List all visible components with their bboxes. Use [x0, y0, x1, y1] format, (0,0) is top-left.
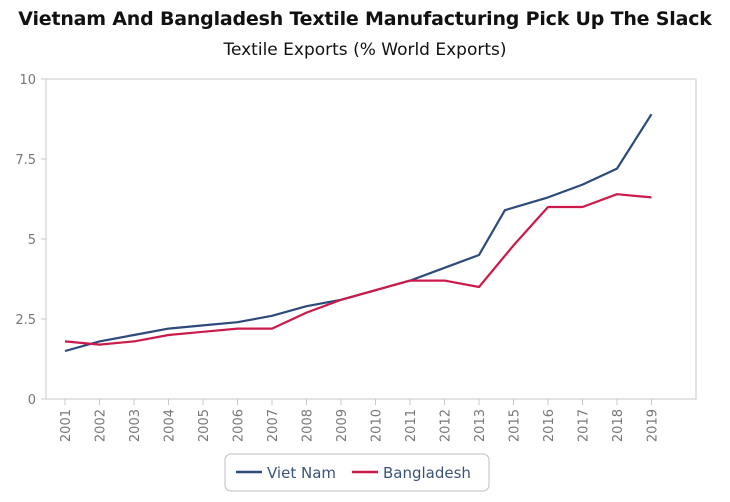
y-tick-label: 0 — [28, 393, 36, 408]
x-tick-label: 2018 — [611, 409, 626, 442]
x-axis: 2001 2002 2003 2004 2005 2006 2007 2008 2009 2010… — [59, 399, 661, 442]
series-layer — [64, 113, 653, 353]
y-axis: 0 2.5 5 7.5 10 — [15, 73, 46, 408]
x-tick-label: 2009 — [335, 409, 350, 442]
x-tick-label: 2015 — [508, 409, 523, 442]
y-tick-label: 5 — [28, 233, 36, 248]
x-tick-label: 2010 — [370, 409, 385, 442]
x-tick-label: 2008 — [301, 409, 316, 442]
y-tick-label: 10 — [19, 73, 36, 88]
x-tick-label: 2005 — [197, 409, 212, 442]
chart-title: Vietnam And Bangladesh Textile Manufactu… — [18, 8, 712, 30]
y-tick-label: 2.5 — [15, 313, 36, 328]
x-tick-label: 2001 — [59, 409, 74, 442]
x-tick-label: 2013 — [473, 409, 488, 442]
x-tick-label: 2002 — [94, 409, 109, 442]
series-line-bangladesh — [64, 193, 652, 346]
legend-label-bangladesh: Bangladesh — [383, 464, 471, 482]
x-tick-label: 2012 — [439, 409, 454, 442]
plot-area — [45, 78, 697, 400]
legend: Viet Nam Bangladesh — [224, 453, 490, 492]
legend-label-viet-nam: Viet Nam — [267, 464, 336, 482]
x-tick-label: 2017 — [577, 409, 592, 442]
x-tick-label: 2004 — [163, 409, 178, 442]
x-tick-label: 2016 — [542, 409, 557, 442]
x-tick-label: 2007 — [266, 409, 281, 442]
chart-subtitle: Textile Exports (% World Exports) — [223, 40, 507, 60]
y-tick-label: 7.5 — [15, 153, 36, 168]
x-tick-label: 2011 — [404, 409, 419, 442]
x-tick-label: 2019 — [646, 409, 661, 442]
x-tick-label: 2003 — [128, 409, 143, 442]
x-tick-label: 2006 — [232, 409, 247, 442]
